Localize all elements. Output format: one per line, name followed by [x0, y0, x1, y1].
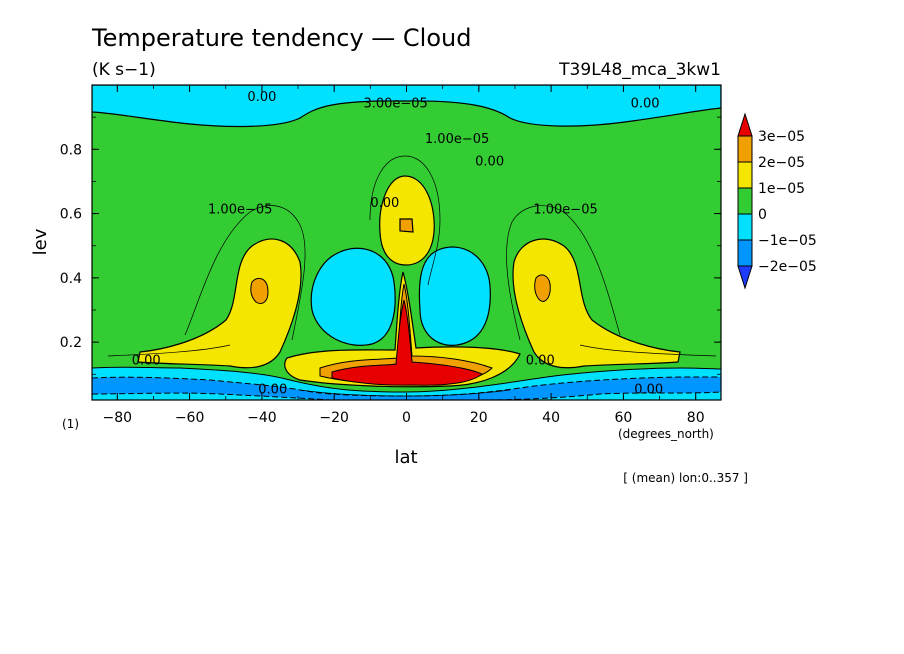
nh-positive-core [534, 274, 551, 302]
colorbar-label: −2e−05 [758, 259, 817, 275]
sh-negative-cell [310, 247, 396, 346]
run-label: T39L48_mca_3kw1 [558, 60, 721, 80]
upper-negative-band [92, 85, 721, 128]
x-tick-label: 20 [470, 410, 488, 426]
colorbar-swatch [737, 187, 753, 215]
x-tick-label: 0 [402, 410, 411, 426]
colorbar-bottom-arrow [737, 265, 753, 290]
x-tick-label: −80 [103, 410, 133, 426]
chart-units: (K s−1) [92, 60, 156, 80]
contour-label: 0.00 [526, 354, 555, 369]
colorbar-label: 0 [758, 207, 767, 223]
y-tick-label: 0.8 [60, 142, 82, 158]
contour-label: 1.00e−05 [425, 132, 489, 147]
y-axis: 0.2 0.4 0.6 0.8 [60, 84, 721, 375]
x-tick-label: −60 [175, 410, 205, 426]
colorbar-label: 1e−05 [758, 181, 805, 197]
colorbar-swatch [737, 161, 753, 189]
colorbar-swatch [737, 213, 753, 241]
y-tick-label: 0.4 [60, 271, 82, 287]
contour-label: 0.00 [475, 154, 504, 169]
colorbar-swatch [737, 239, 753, 267]
contour-label: 0.00 [370, 196, 399, 211]
y-tick-label: 0.6 [60, 207, 82, 223]
x-tick-label: 80 [687, 410, 705, 426]
x-tick-label: 40 [542, 410, 560, 426]
x-axis-label: lat [394, 447, 417, 468]
contour-label: 0.00 [258, 383, 287, 398]
colorbar-label: 2e−05 [758, 155, 805, 171]
sh-positive-core [250, 277, 269, 305]
y-tick-label: 0.2 [60, 335, 82, 351]
contour-label: 0.00 [132, 354, 161, 369]
thin-contours [107, 155, 717, 397]
contour-label: 0.00 [631, 97, 660, 112]
x-tick-label: −40 [247, 410, 277, 426]
contour-label: 1.00e−05 [533, 203, 597, 218]
sh-positive-lobe [137, 238, 302, 369]
equatorial-upper-core [399, 218, 414, 233]
boundary-layer-strong [92, 376, 721, 400]
x-axis: −80 −60 −40 −20 0 20 40 60 80 [103, 85, 705, 426]
colorbar-label: 3e−05 [758, 129, 805, 145]
chart-title: Temperature tendency — Cloud [91, 24, 471, 52]
contour-label: 1.00e−05 [208, 203, 272, 218]
x-units: (degrees_north) [618, 427, 714, 441]
colorbar: 3e−05 2e−05 1e−05 0 −1e−05 −2e−05 [737, 112, 817, 290]
colorbar-top-arrow [737, 112, 753, 137]
colorbar-label: −1e−05 [758, 233, 817, 249]
x-tick-label: −20 [319, 410, 349, 426]
x-tick-label: 60 [614, 410, 632, 426]
contour-label: 3.00e−05 [363, 97, 427, 112]
y-axis-label: lev [30, 228, 51, 255]
nh-negative-cell [418, 246, 491, 346]
equatorial-lower-maximum [331, 299, 483, 386]
footnote: [ (mean) lon:0..357 ] [623, 471, 748, 485]
contour-labels: 0.00 0.00 0.00 0.00 1.00e−05 1.00e−05 0.00 0.00… [132, 90, 663, 398]
contour-label: 0.00 [634, 383, 663, 398]
nh-positive-lobe [512, 238, 681, 369]
colorbar-swatch [737, 135, 753, 163]
plot-area [92, 85, 721, 400]
y-units: (1) [62, 417, 79, 431]
contour-label: 0.00 [247, 90, 276, 105]
